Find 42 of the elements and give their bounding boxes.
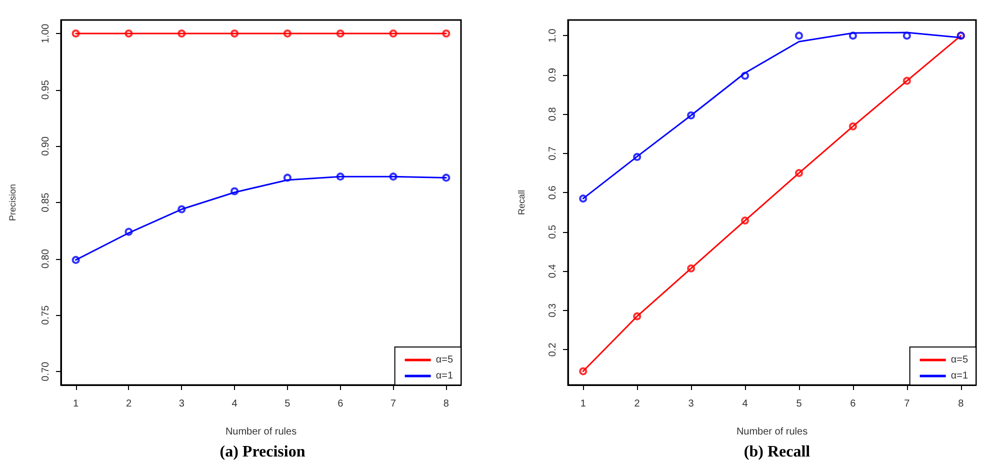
y-tick-label: 0.5 <box>548 224 558 239</box>
y-tick-label: 0.90 <box>40 136 52 156</box>
y-tick-label: 0.7 <box>548 146 558 160</box>
x-tick-label: 4 <box>232 398 238 410</box>
y-tick-label: 0.80 <box>40 248 52 269</box>
y-tick-label: 0.9 <box>548 68 558 82</box>
text: (b) Recall <box>744 444 811 460</box>
x-axis-title: Number of rules <box>225 426 297 438</box>
legend-label: α=5 <box>950 354 968 366</box>
x-tick-label: 5 <box>796 398 802 410</box>
x-tick-label: 8 <box>443 398 450 410</box>
x-tick-label: 7 <box>390 398 396 410</box>
legend-label: α=1 <box>950 370 968 382</box>
x-tick-label: 5 <box>284 398 291 410</box>
x-tick-label: 1 <box>73 398 80 410</box>
y-tick-label: 0.75 <box>40 304 52 325</box>
x-tick-label: 2 <box>634 398 640 410</box>
x-tick-label: 2 <box>126 398 132 410</box>
y-tick-label: 1.0 <box>548 28 558 43</box>
text: (a) Precision <box>220 444 306 460</box>
x-tick-label: 3 <box>178 398 185 410</box>
x-tick-label: 6 <box>850 398 856 410</box>
y-tick-label: 0.2 <box>548 342 558 357</box>
x-tick-label: 6 <box>338 398 344 410</box>
y-tick-label: 0.6 <box>548 185 558 200</box>
y-tick-label: 0.8 <box>548 106 558 122</box>
y-tick-label: 0.70 <box>40 361 52 382</box>
legend-label: α=5 <box>436 354 454 366</box>
x-axis-title: Number of rules <box>736 426 808 438</box>
x-tick-label: 7 <box>904 398 910 410</box>
y-tick-label: 0.3 <box>548 303 558 318</box>
x-tick-label: 1 <box>580 398 586 410</box>
y-tick-label: 0.4 <box>548 264 558 278</box>
y-axis-title: Precision <box>8 184 18 222</box>
y-tick-label: 0.85 <box>40 192 52 212</box>
x-tick-label: 8 <box>958 398 964 410</box>
legend-label: α=1 <box>436 370 454 382</box>
x-tick-label: 3 <box>688 398 694 410</box>
x-tick-label: 4 <box>742 398 748 410</box>
y-axis-title: Recall <box>516 190 526 216</box>
y-tick-label: 1.00 <box>40 23 52 44</box>
y-tick-label: 0.95 <box>40 80 52 100</box>
